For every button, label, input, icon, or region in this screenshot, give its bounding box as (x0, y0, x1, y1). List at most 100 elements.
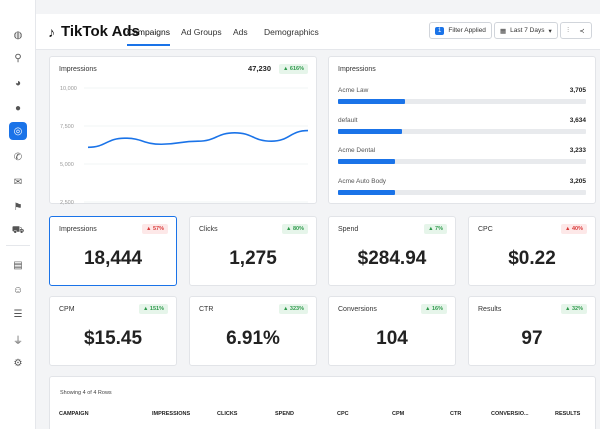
tab-ad-groups[interactable]: Ad Groups (181, 27, 222, 37)
rows-count-text: Showing 4 of 4 Rows (60, 390, 112, 396)
impressions-chart-card: Impressions 47,230 ▲ 616% 10,000 7,500 5,0… (49, 56, 317, 205)
chart-title: Impressions (59, 66, 97, 73)
col-spend[interactable]: SPEND (275, 411, 294, 417)
metric-card-ctr[interactable]: CTR ▲ 323% 6.91% (189, 296, 317, 366)
metric-value: 97 (521, 328, 543, 349)
tab-demographics[interactable]: Demographics (264, 27, 319, 37)
mail-icon[interactable]: ✉ (13, 176, 23, 188)
metric-card-clicks[interactable]: Clicks ▲ 80% 1,275 (189, 216, 317, 286)
metric-title: Results (478, 306, 502, 313)
user-icon[interactable]: ☺ (12, 284, 24, 296)
gear-icon[interactable]: ⚙ (13, 357, 23, 369)
bar-label: Acme Law (338, 87, 369, 94)
col-campaign[interactable]: CAMPAIGN (59, 411, 89, 417)
metric-title: CPC (478, 226, 493, 233)
col-clicks[interactable]: CLICKS (217, 411, 238, 417)
metric-value: $15.45 (83, 328, 143, 349)
chart-change-badge: ▲ 616% (278, 64, 308, 74)
metric-change-badge: ▲ 80% (282, 224, 308, 234)
metric-title: Clicks (199, 226, 218, 233)
bar-label: default (338, 117, 358, 124)
plug-icon[interactable]: ⏚ (13, 335, 23, 347)
metric-change-badge: ▲ 16% (421, 304, 447, 314)
bar-fill (338, 129, 403, 134)
metric-title: CTR (199, 306, 214, 313)
col-conversions[interactable]: CONVERSIO... (491, 411, 529, 417)
metric-title: Conversions (338, 306, 377, 313)
cart-icon[interactable]: ⛟ (11, 224, 25, 236)
metric-card-cpm[interactable]: CPM ▲ 151% $15.45 (49, 296, 177, 366)
dashboard-icon[interactable]: ◍ (13, 29, 23, 41)
chevron-down-icon: ▾ (548, 27, 552, 35)
y-tick-label: 7,500 (60, 124, 74, 130)
top-header: ♪ TikTok Ads Campaigns Ad Groups Ads Dem… (36, 14, 600, 50)
top-impressions-card: Impressions Acme Law 3,705 default 3,634… (328, 56, 596, 204)
metric-change-badge: ▲ 57% (142, 224, 168, 234)
pie-chart-icon[interactable]: ◕ (14, 77, 22, 89)
phone-icon[interactable]: ✆ (13, 151, 23, 163)
filter-label: Filter Applied (448, 27, 486, 34)
metric-value: $0.22 (508, 248, 556, 269)
metric-title: Impressions (59, 226, 97, 233)
tab-ads[interactable]: Ads (233, 27, 248, 37)
filter-button[interactable]: 1 Filter Applied (429, 22, 492, 39)
metric-card-cpc[interactable]: CPC ▲ 40% $0.22 (468, 216, 596, 286)
metric-change-badge: ▲ 32% (561, 304, 587, 314)
bar-fill (338, 99, 405, 104)
bar-value: 3,634 (569, 117, 586, 124)
metric-card-results[interactable]: Results ▲ 32% 97 (468, 296, 596, 366)
bar-track (338, 190, 586, 195)
filter-count-badge: 1 (435, 26, 445, 35)
metric-change-badge: ▲ 40% (561, 224, 587, 234)
tiktok-icon: ♪ (48, 23, 55, 40)
bar-label: Acme Auto Body (338, 178, 387, 185)
date-range-button[interactable]: ▦ Last 7 Days ▾ (494, 22, 558, 39)
metric-value: 18,444 (83, 248, 143, 269)
metric-value: $284.94 (357, 248, 427, 269)
metric-change-badge: ▲ 7% (424, 224, 447, 234)
metric-title: CPM (59, 306, 75, 313)
col-cpm[interactable]: CPM (392, 411, 405, 417)
sidebar: ◍ ⚲ ◕ ● ◎ ✆ ✉ ⚑ ⛟ ▤ ☺ ☰ ⏚ ⚙ (0, 0, 36, 429)
metric-change-badge: ▲ 151% (138, 304, 168, 314)
location-icon[interactable]: ⚑ (13, 201, 23, 213)
search-icon[interactable]: ⚲ (14, 52, 22, 64)
document-icon[interactable]: ▤ (13, 259, 23, 271)
sidebar-divider (6, 245, 30, 246)
metric-change-badge: ▲ 323% (278, 304, 308, 314)
series-line-1 (87, 129, 309, 149)
col-impressions[interactable]: IMPRESSIONS (152, 411, 191, 417)
list-icon[interactable]: ☰ (13, 308, 23, 320)
actions-group: ⫶ ≺ (560, 22, 592, 39)
y-tick-label: 10,000 (60, 86, 77, 92)
tab-campaigns[interactable]: Campaigns (127, 27, 170, 46)
app-title: TikTok Ads (61, 23, 140, 40)
calendar-icon: ▦ (500, 27, 507, 35)
bar-label: Acme Dental (338, 147, 376, 154)
col-ctr[interactable]: CTR (450, 411, 462, 417)
chat-icon[interactable]: ● (14, 102, 22, 114)
y-tick-label: 5,000 (60, 162, 74, 168)
col-results[interactable]: RESULTS (555, 411, 581, 417)
bar-fill (338, 159, 396, 164)
bar-value: 3,705 (569, 87, 586, 94)
metric-value: 6.91% (226, 328, 280, 349)
metric-card-spend[interactable]: Spend ▲ 7% $284.94 (328, 216, 456, 286)
metric-value: 104 (376, 328, 408, 349)
metric-title: Spend (338, 226, 359, 233)
settings-sliders-icon[interactable]: ⫶ (567, 26, 569, 34)
metric-card-conversions[interactable]: Conversions ▲ 16% 104 (328, 296, 456, 366)
bars-title: Impressions (338, 66, 376, 73)
bar-fill (338, 190, 396, 195)
bar-track (338, 129, 586, 134)
bar-value: 3,205 (569, 178, 586, 185)
col-cpc[interactable]: CPC (337, 411, 349, 417)
target-icon[interactable]: ◎ (9, 122, 27, 140)
share-icon[interactable]: ≺ (579, 27, 585, 35)
date-range-label: Last 7 Days (510, 27, 545, 34)
bar-track (338, 99, 586, 104)
bar-value: 3,233 (569, 147, 586, 154)
y-tick-label: 2,500 (60, 200, 74, 205)
metric-card-impressions[interactable]: Impressions ▲ 57% 18,444 (49, 216, 177, 286)
